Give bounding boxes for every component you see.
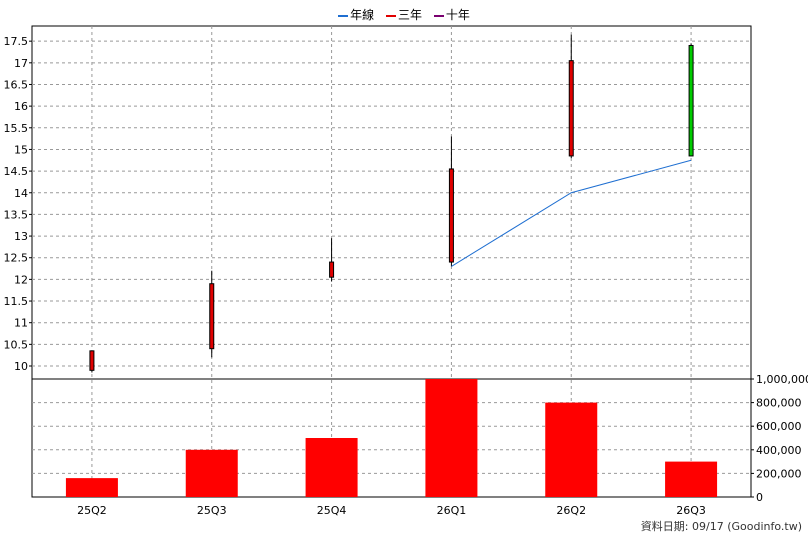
candle-body: [688, 44, 694, 157]
x-tick-label: 26Q3: [676, 504, 706, 517]
price-tick-label: 16.5: [4, 78, 29, 91]
x-tick-label: 26Q1: [437, 504, 467, 517]
price-tick-label: 13.5: [4, 208, 29, 221]
x-tick-label: 25Q4: [317, 504, 347, 517]
price-panel-frame: [31, 25, 752, 380]
price-tick-label: 15: [14, 143, 28, 156]
candle-body: [568, 60, 574, 157]
volume-tick-label: 400,000: [756, 444, 802, 457]
volume-panel-frame: [31, 378, 752, 498]
volume-bar: [305, 438, 358, 497]
volume-bar: [65, 478, 118, 497]
volume-tick-label: 600,000: [756, 420, 802, 433]
price-tick-label: 14: [14, 187, 28, 200]
annual-line-series: [451, 159, 692, 267]
price-tick-label: 15.5: [4, 122, 29, 135]
volume-tick-label: 800,000: [756, 397, 802, 410]
price-tick-label: 14.5: [4, 165, 29, 178]
volume-bar: [425, 379, 478, 497]
legend-swatch-icon: [433, 14, 444, 17]
volume-tick-label: 0: [756, 491, 763, 504]
legend-item-three-year: 三年: [385, 6, 422, 23]
volume-bar: [665, 461, 718, 497]
x-tick-label: 25Q2: [77, 504, 107, 517]
candle-body: [209, 283, 215, 350]
price-tick-label: 11: [14, 317, 28, 330]
price-tick-label: 10.5: [4, 338, 29, 351]
volume-tick-label: 1,000,000: [756, 373, 808, 386]
price-tick-label: 10: [14, 360, 28, 373]
price-tick-label: 17: [14, 57, 28, 70]
price-tick-label: 16: [14, 100, 28, 113]
data-date-footer: 資料日期: 09/17 (Goodinfo.tw): [640, 520, 802, 533]
price-tick-label: 12: [14, 273, 28, 286]
legend-swatch-icon: [338, 14, 349, 17]
volume-bar: [545, 402, 598, 497]
legend-item-ten-year: 十年: [433, 6, 470, 23]
legend-label: 十年: [445, 8, 470, 22]
legend-label: 三年: [397, 8, 422, 22]
candle-body: [329, 261, 335, 278]
price-tick-label: 17.5: [4, 35, 29, 48]
volume-bar: [185, 449, 238, 497]
candle-body: [448, 168, 454, 263]
chart-legend: 年線 三年 十年: [0, 6, 808, 23]
x-tick-label: 25Q3: [197, 504, 227, 517]
candle-body: [89, 350, 95, 371]
volume-tick-label: 200,000: [756, 467, 802, 480]
legend-swatch-icon: [385, 14, 396, 17]
price-tick-label: 11.5: [4, 295, 29, 308]
price-tick-label: 13: [14, 230, 28, 243]
price-tick-label: 12.5: [4, 252, 29, 265]
legend-label: 年線: [350, 8, 375, 22]
x-tick-label: 26Q2: [556, 504, 586, 517]
legend-item-annual-line: 年線: [338, 6, 374, 23]
